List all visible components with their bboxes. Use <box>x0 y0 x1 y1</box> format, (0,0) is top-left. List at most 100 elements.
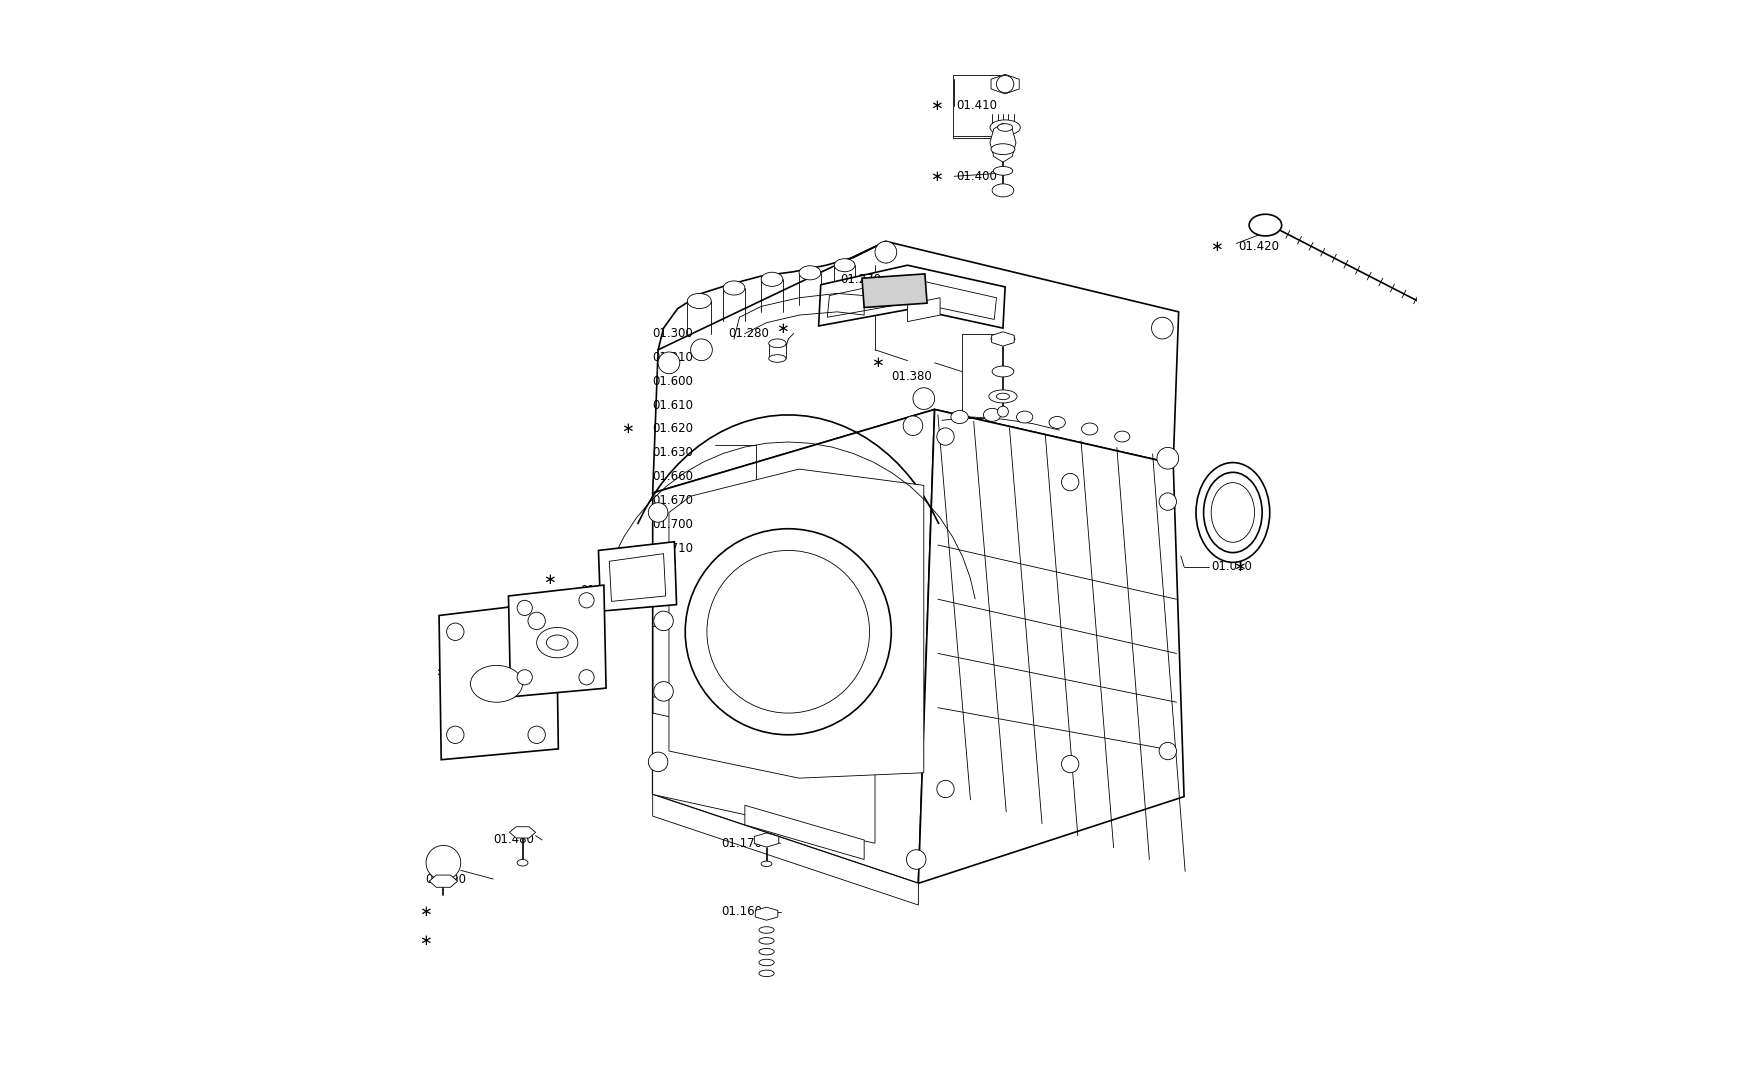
Text: 01.660: 01.660 <box>653 470 693 483</box>
Text: 01.310: 01.310 <box>653 351 693 364</box>
Ellipse shape <box>1250 215 1281 235</box>
Ellipse shape <box>760 959 774 966</box>
Polygon shape <box>598 542 677 611</box>
Circle shape <box>997 407 1008 417</box>
Text: 01.450: 01.450 <box>509 631 551 644</box>
Polygon shape <box>746 806 864 860</box>
Circle shape <box>875 241 896 263</box>
Ellipse shape <box>768 354 786 362</box>
Text: 01.600: 01.600 <box>653 375 693 388</box>
Text: 01.280: 01.280 <box>728 327 770 340</box>
Ellipse shape <box>996 393 1010 400</box>
Ellipse shape <box>768 339 786 348</box>
Circle shape <box>906 850 926 869</box>
Circle shape <box>446 726 464 743</box>
Circle shape <box>528 726 546 743</box>
Ellipse shape <box>990 120 1020 135</box>
Ellipse shape <box>1017 411 1032 423</box>
Text: ∗: ∗ <box>777 320 789 336</box>
Polygon shape <box>863 274 928 307</box>
Ellipse shape <box>835 258 856 271</box>
Text: ∗: ∗ <box>1234 559 1246 574</box>
Text: ∗: ∗ <box>931 169 943 184</box>
Text: 01.470: 01.470 <box>464 677 504 690</box>
Ellipse shape <box>760 937 774 944</box>
Text: 01.400: 01.400 <box>956 170 998 183</box>
Polygon shape <box>919 410 1185 883</box>
Text: ∗: ∗ <box>931 98 943 113</box>
Circle shape <box>914 388 934 410</box>
Ellipse shape <box>761 272 782 287</box>
Text: ∗: ∗ <box>542 572 556 588</box>
Circle shape <box>707 550 870 713</box>
Circle shape <box>1062 473 1080 490</box>
Ellipse shape <box>950 411 968 424</box>
Polygon shape <box>609 554 665 602</box>
Ellipse shape <box>994 167 1013 175</box>
Circle shape <box>1062 755 1080 773</box>
Ellipse shape <box>688 293 710 308</box>
Circle shape <box>1152 317 1172 339</box>
Ellipse shape <box>800 266 821 280</box>
Circle shape <box>658 352 679 374</box>
Ellipse shape <box>1195 462 1270 562</box>
Polygon shape <box>653 241 1180 493</box>
Text: 01.710: 01.710 <box>653 542 693 555</box>
Circle shape <box>903 416 922 436</box>
Text: 01.160: 01.160 <box>721 905 761 918</box>
Text: 01.410: 01.410 <box>956 99 998 112</box>
Ellipse shape <box>760 970 774 977</box>
Circle shape <box>446 623 464 641</box>
Ellipse shape <box>1211 483 1255 543</box>
Text: 01.270: 01.270 <box>840 272 882 286</box>
Text: 01.010: 01.010 <box>1211 560 1251 573</box>
Text: 01.460: 01.460 <box>579 584 621 597</box>
Text: ∗: ∗ <box>1234 505 1246 520</box>
Ellipse shape <box>537 628 578 657</box>
Ellipse shape <box>1115 432 1130 441</box>
Text: 01.300: 01.300 <box>653 327 693 340</box>
Text: 01.290: 01.290 <box>1211 506 1253 519</box>
Polygon shape <box>990 123 1017 162</box>
Text: ∗: ∗ <box>434 666 448 680</box>
Ellipse shape <box>1082 423 1097 435</box>
Ellipse shape <box>990 144 1015 155</box>
Ellipse shape <box>990 334 1015 344</box>
Text: ∗: ∗ <box>481 618 493 633</box>
Polygon shape <box>429 875 457 887</box>
Ellipse shape <box>760 948 774 955</box>
Polygon shape <box>653 410 934 883</box>
Circle shape <box>579 593 595 608</box>
Ellipse shape <box>1048 416 1066 428</box>
Circle shape <box>654 611 674 631</box>
Text: ∗: ∗ <box>872 355 884 371</box>
Text: ∗: ∗ <box>418 933 430 948</box>
Circle shape <box>425 846 460 880</box>
Circle shape <box>691 339 712 361</box>
Circle shape <box>686 529 891 735</box>
Circle shape <box>1158 742 1176 760</box>
Polygon shape <box>653 713 875 844</box>
Ellipse shape <box>992 366 1013 377</box>
Text: ∗: ∗ <box>621 422 634 436</box>
Circle shape <box>654 681 674 701</box>
Polygon shape <box>819 265 1004 328</box>
Polygon shape <box>828 278 996 319</box>
Circle shape <box>1158 493 1176 510</box>
Circle shape <box>518 601 532 616</box>
Ellipse shape <box>984 409 1001 422</box>
Ellipse shape <box>546 635 569 651</box>
Text: 01.620: 01.620 <box>653 423 693 436</box>
Circle shape <box>648 502 668 522</box>
Polygon shape <box>990 74 1018 94</box>
Text: ∗: ∗ <box>418 904 430 919</box>
Text: 01.490: 01.490 <box>425 872 466 885</box>
Polygon shape <box>668 469 924 778</box>
Text: 01.380: 01.380 <box>891 371 933 384</box>
Circle shape <box>996 75 1013 93</box>
Ellipse shape <box>992 184 1013 197</box>
Text: 01.700: 01.700 <box>653 518 693 531</box>
Polygon shape <box>756 907 777 920</box>
Ellipse shape <box>518 860 528 865</box>
Circle shape <box>648 752 668 772</box>
